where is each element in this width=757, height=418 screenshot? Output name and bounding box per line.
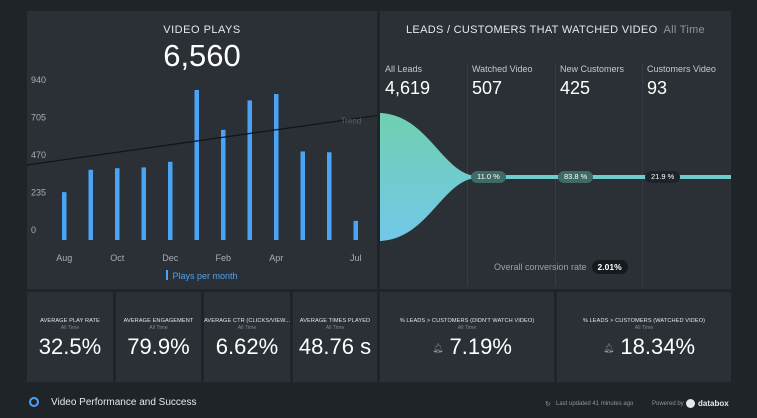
funnel-widget[interactable]: LEADS / CUSTOMERS THAT WATCHED VIDEO All …	[380, 11, 731, 289]
kpi-label: AVERAGE CTR (CLICKS/VIEW...	[204, 318, 291, 324]
funnel-col-label: Customers Video	[647, 64, 716, 74]
funnel-col-value: 507	[472, 78, 503, 98]
funnel-col-value: 93	[647, 78, 668, 98]
funnel-col-customers-video: Customers Video 93	[647, 64, 716, 99]
funnel-step-pill: 21.9 %	[645, 171, 681, 183]
bar	[62, 192, 67, 240]
kpi-label: AVERAGE PLAY RATE	[40, 318, 100, 324]
x-tick-label: Dec	[162, 253, 179, 263]
powered-by-label: Powered by	[652, 401, 684, 407]
databox-brand[interactable]: databox	[698, 399, 729, 408]
kpi-leads-customers-watched[interactable]: % LEADS > CUSTOMERS (WATCHED VIDEO) All …	[557, 292, 731, 382]
kpi-value: 48.76 s	[298, 334, 372, 359]
kpi-value: 7.19%	[449, 334, 512, 359]
video-plays-value: 6,560	[163, 38, 241, 73]
kpi-value-row: 🔔︎ 18.34%	[557, 334, 731, 360]
funnel-title: LEADS / CUSTOMERS THAT WATCHED VIDEO	[406, 24, 658, 36]
y-tick-label: 235	[31, 188, 46, 198]
bar	[353, 220, 358, 240]
bar	[327, 152, 332, 240]
kpi-sub: All Time	[634, 325, 654, 331]
kpi-sub: All Time	[237, 325, 257, 331]
kpi-sub: All Time	[60, 325, 80, 331]
kpi-sub: All Time	[325, 325, 345, 331]
funnel-col-value: 425	[560, 78, 591, 98]
y-tick-label: 470	[31, 150, 46, 160]
kpi-label: AVERAGE ENGAGEMENT	[123, 318, 194, 324]
funnel-col-all-leads: All Leads 4,619	[385, 64, 430, 99]
funnel-col-watched-video: Watched Video 507	[472, 64, 533, 99]
y-tick-label: 705	[31, 113, 46, 123]
refresh-icon[interactable]: ↻	[545, 401, 551, 408]
video-plays-chart: 0 235 470 705 940 Aug Oct Dec Feb Apr Jul Trend	[27, 75, 377, 263]
bar	[274, 93, 279, 240]
funnel-step-pill: 11.0 %	[471, 171, 506, 183]
kpi-average-times-played[interactable]: AVERAGE TIMES PLAYED All Time 48.76 s	[293, 292, 377, 382]
kpi-value: 32.5%	[38, 334, 102, 359]
funnel-header: LEADS / CUSTOMERS THAT WATCHED VIDEO All …	[380, 24, 731, 36]
kpi-label: % LEADS > CUSTOMERS (WATCHED VIDEO)	[582, 318, 706, 324]
last-updated: Last updated 41 minutes ago	[556, 401, 634, 407]
x-tick-label: Feb	[215, 253, 231, 263]
kpi-label: AVERAGE TIMES PLAYED	[299, 318, 371, 324]
databox-brand-icon[interactable]	[686, 399, 695, 408]
bar	[247, 100, 252, 240]
kpi-value: 6.62%	[215, 334, 279, 359]
trend-label: Trend	[341, 117, 362, 126]
x-tick-label: Jul	[350, 253, 362, 263]
funnel-step-pill: 83.8 %	[558, 171, 594, 183]
bar	[141, 167, 146, 240]
x-tick-label: Apr	[269, 253, 283, 263]
funnel-col-value: 4,619	[385, 78, 431, 98]
legend-swatch	[166, 270, 169, 280]
bar	[168, 161, 173, 240]
kpi-label: % LEADS > CUSTOMERS (DIDN'T WATCH VIDEO)	[399, 318, 535, 324]
video-plays-title: VIDEO PLAYS	[163, 24, 241, 36]
bell-icon[interactable]: 🔔︎	[602, 343, 615, 353]
conversion-badge: 2.01%	[591, 260, 628, 274]
bar	[194, 90, 199, 240]
y-tick-label: 0	[31, 225, 36, 235]
conversion-label: Overall conversion rate	[494, 262, 587, 272]
kpi-value: 18.34%	[620, 334, 696, 359]
databox-logo-icon	[29, 397, 39, 407]
funnel-period: All Time	[663, 24, 705, 36]
bar	[88, 169, 93, 240]
chart-legend[interactable]: Plays per month	[27, 270, 377, 281]
x-tick-label: Oct	[110, 253, 125, 263]
x-tick-label: Aug	[56, 253, 72, 263]
bar	[300, 151, 305, 240]
kpi-sub: All Time	[149, 325, 168, 331]
funnel-shape	[380, 113, 731, 241]
kpi-value-row: 🔔︎ 7.19%	[380, 334, 554, 360]
legend-label: Plays per month	[172, 271, 238, 281]
video-plays-widget[interactable]: VIDEO PLAYS 6,560 0 235 470 705 940 Aug Oct Dec…	[27, 11, 377, 289]
y-tick-label: 940	[31, 75, 46, 85]
kpi-leads-customers-not-watched[interactable]: % LEADS > CUSTOMERS (DIDN'T WATCH VIDEO)…	[380, 292, 554, 382]
dashboard-title: Video Performance and Success	[51, 397, 197, 408]
kpi-average-play-rate[interactable]: AVERAGE PLAY RATE All Time 32.5%	[27, 292, 113, 382]
bar	[115, 168, 120, 240]
kpi-value: 79.9%	[127, 334, 190, 359]
funnel-col-new-customers: New Customers 425	[560, 64, 624, 99]
kpi-average-ctr[interactable]: AVERAGE CTR (CLICKS/VIEW... All Time 6.6…	[204, 292, 290, 382]
funnel-area	[380, 113, 731, 241]
funnel-col-label: Watched Video	[472, 64, 533, 74]
trend-line	[27, 114, 377, 166]
bell-icon[interactable]: 🔔︎	[432, 343, 444, 353]
funnel-col-label: New Customers	[560, 64, 625, 74]
bar	[221, 129, 226, 240]
funnel-col-label: All Leads	[385, 64, 423, 74]
kpi-average-engagement[interactable]: AVERAGE ENGAGEMENT All Time 79.9%	[116, 292, 201, 382]
overall-conversion: Overall conversion rate 2.01%	[494, 260, 628, 274]
kpi-sub: All Time	[457, 325, 477, 331]
